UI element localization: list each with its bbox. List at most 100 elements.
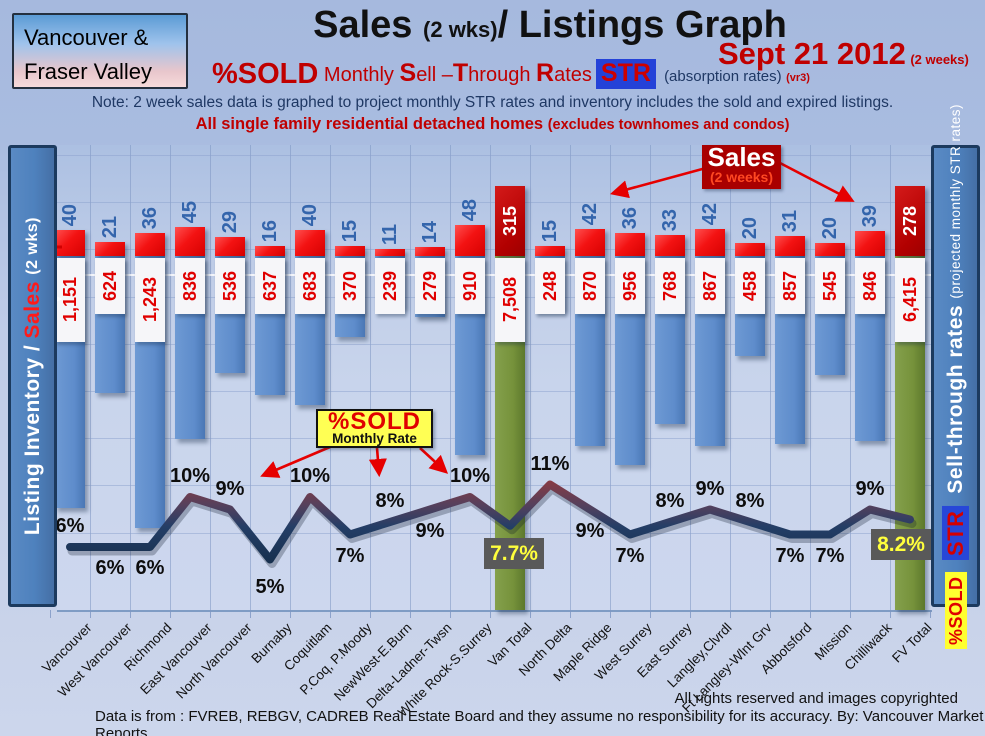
subtitle: %SOLD Monthly Sell –Through Rates STR (ab…	[212, 58, 810, 91]
axis-tick	[250, 610, 251, 618]
axis-tick	[130, 610, 131, 618]
subtitle-absorption: (absorption rates)	[664, 68, 782, 85]
rights-text: All rights reserved and images copyright…	[674, 690, 958, 707]
axis-tick	[610, 610, 611, 618]
gridline-vertical	[730, 145, 731, 610]
axis-tick	[290, 610, 291, 618]
pct-sold-legend-sub: Monthly Rate	[332, 431, 417, 446]
subtitle-dash: –	[441, 64, 453, 86]
axis-tick	[50, 610, 51, 618]
gridline-horizontal	[57, 202, 932, 203]
str-side-badge: STR	[941, 505, 969, 560]
title-main: Sales	[313, 4, 413, 46]
pct-sold-legend-box: %SOLD Monthly Rate	[316, 409, 433, 448]
gridline-vertical	[330, 145, 331, 610]
axis-tick	[890, 610, 891, 618]
gridline-vertical	[810, 145, 811, 610]
gridline-vertical	[210, 145, 211, 610]
str-badge: STR	[595, 59, 656, 89]
gridline-horizontal	[57, 485, 932, 486]
gridline-vertical	[250, 145, 251, 610]
axis-tick	[530, 610, 531, 618]
subtitle-through-cap: T	[452, 59, 469, 87]
scope-text: All single family residential detached h…	[0, 115, 985, 134]
region-line2: Fraser Valley	[24, 59, 152, 85]
right-axis-title: %SOLD STR Sell-through rates (projected …	[941, 103, 969, 649]
subtitle-rates-cap: R	[536, 59, 555, 87]
axis-tick	[730, 610, 731, 618]
page-title: Sales (2 wks)/ Listings Graph	[240, 4, 860, 47]
region-box: Vancouver & Fraser Valley	[12, 13, 188, 89]
right-axis-sub: (projected monthly STR rates)	[947, 103, 963, 299]
axis-tick	[410, 610, 411, 618]
gridline-vertical	[450, 145, 451, 610]
title-rest: / Listings Graph	[497, 4, 787, 46]
gridline-vertical	[650, 145, 651, 610]
gridline-axis-white	[57, 274, 932, 276]
region-line1: Vancouver &	[24, 25, 149, 50]
axis-tick	[490, 610, 491, 618]
axis-tick	[930, 610, 931, 618]
axis-tick	[690, 610, 691, 618]
note-text: Note: 2 week sales data is graphed to pr…	[91, 94, 894, 111]
gridline-vertical	[610, 145, 611, 610]
pct-sold-badge: %SOLD	[944, 571, 967, 649]
gridline-vertical	[850, 145, 851, 610]
report-date: Sept 21 2012 (2 weeks)	[718, 36, 969, 72]
gridline-vertical	[290, 145, 291, 610]
gridline-vertical	[690, 145, 691, 610]
subtitle-monthly: Monthly	[323, 64, 394, 86]
date-text: Sept 21 2012	[718, 36, 906, 71]
left-axis-part1: Listing Inventory /	[20, 338, 44, 536]
gridline-vertical	[410, 145, 411, 610]
gridline-horizontal	[57, 155, 932, 156]
sales-legend-box: Sales (2 weeks)	[702, 142, 781, 189]
right-axis-title-bar: %SOLD STR Sell-through rates (projected …	[931, 104, 980, 649]
axis-tick	[210, 610, 211, 618]
axis-tick	[770, 610, 771, 618]
gridline-vertical	[490, 145, 491, 610]
sales-legend-title: Sales	[707, 142, 776, 172]
pct-sold-legend-title: %SOLD	[327, 408, 421, 435]
sales-legend-sub: (2 weeks)	[709, 169, 774, 185]
gridline-horizontal	[57, 297, 932, 298]
gridline-vertical	[770, 145, 771, 610]
gridline-vertical	[570, 145, 571, 610]
right-axis-main: Sell-through rates	[943, 304, 967, 494]
axis-tick	[850, 610, 851, 618]
scope-main: All single family residential detached h…	[195, 115, 544, 133]
axis-tick	[650, 610, 651, 618]
plot-area	[50, 145, 932, 618]
gridline-vertical	[890, 145, 891, 610]
axis-tick	[90, 610, 91, 618]
axis-tick	[570, 610, 571, 618]
gridline-horizontal	[57, 344, 932, 345]
gridline-vertical	[130, 145, 131, 610]
gridline-vertical	[90, 145, 91, 610]
gridline-horizontal	[57, 391, 932, 392]
axis-tick	[330, 610, 331, 618]
gridline-horizontal	[57, 438, 932, 439]
subtitle-pct-sold: %SOLD	[212, 58, 319, 90]
axis-tick	[170, 610, 171, 618]
gridline-vertical	[170, 145, 171, 610]
subtitle-through-rest: hrough	[468, 64, 531, 86]
title-small: (2 wks)	[423, 17, 498, 42]
subtitle-version: (vr3)	[786, 72, 810, 84]
left-axis-title-bar: Listing Inventory / Sales (2 wks)	[8, 145, 57, 607]
axis-tick	[450, 610, 451, 618]
scope-sub: (excludes townhomes and condos)	[547, 117, 790, 133]
gridline-vertical	[530, 145, 531, 610]
left-axis-part2: (2 wks)	[23, 216, 41, 275]
subtitle-sell-cap: S	[399, 59, 417, 87]
axis-tick	[370, 610, 371, 618]
left-axis-sales: Sales	[20, 281, 44, 339]
subtitle-rates-rest: ates	[554, 64, 592, 86]
x-axis-label-0: Vancouver	[39, 620, 95, 676]
gridline-horizontal	[57, 533, 932, 534]
gridline-vertical	[370, 145, 371, 610]
source-text: Data is from : FVREB, REBGV, CADREB Real…	[95, 708, 984, 736]
subtitle-sell-rest: ell	[416, 64, 437, 86]
gridline-horizontal	[57, 249, 932, 250]
